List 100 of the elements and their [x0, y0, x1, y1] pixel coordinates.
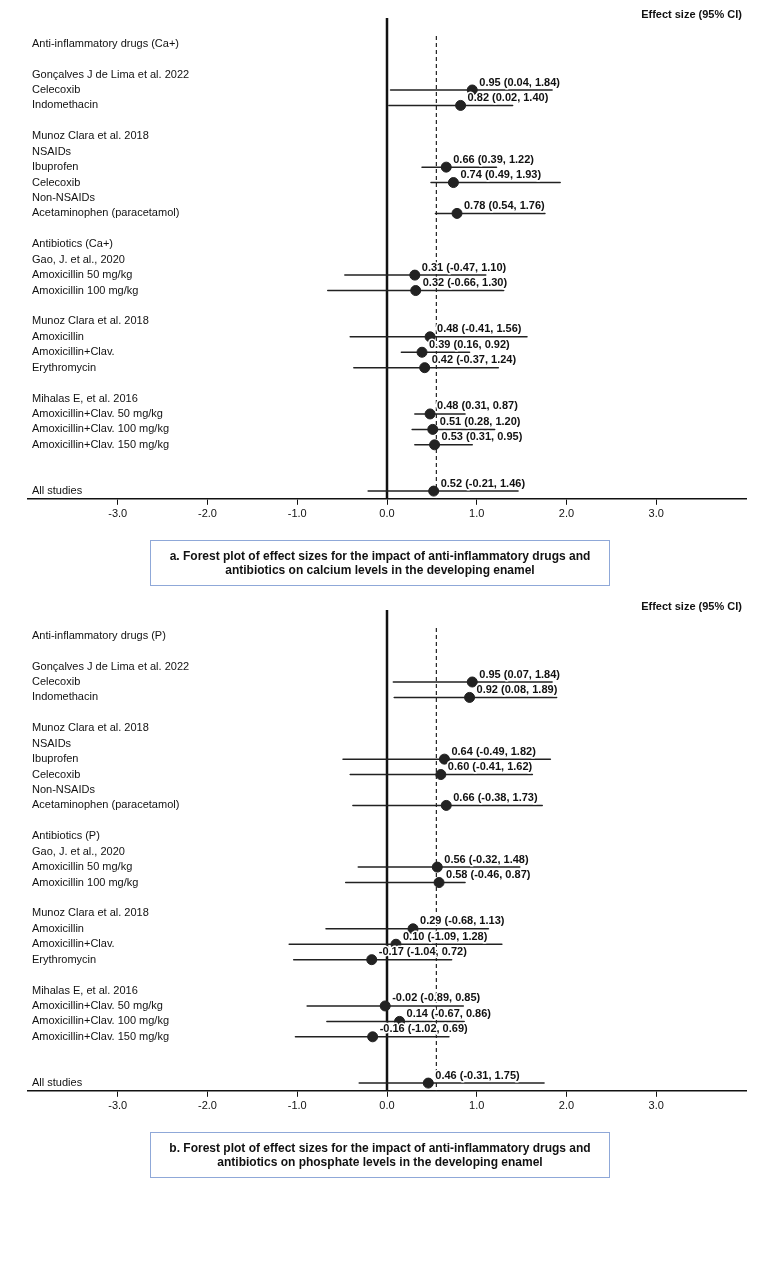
y-tick-label: Munoz Clara et al. 2018 — [32, 314, 149, 327]
y-tick-label: Anti-inflammatory drugs (Ca+) — [32, 36, 180, 49]
point — [447, 177, 459, 189]
data-label: 0.46 (-0.31, 1.75) — [435, 1068, 521, 1081]
y-tick-label: Non-NSAIDs — [32, 191, 96, 204]
y-tick-label: Amoxicillin+Clav. 50 mg/kg — [32, 406, 163, 419]
y-tick-label: Celecoxib — [32, 83, 81, 96]
data-label: 0.95 (0.04, 1.84) — [479, 75, 561, 88]
data-label: 0.56 (-0.32, 1.48) — [444, 852, 529, 865]
y-tick-label: Ibuprofen — [32, 160, 79, 173]
x-tick-label: 0.0 — [379, 1099, 395, 1112]
point — [416, 346, 428, 358]
x-tick-label: 2.0 — [558, 507, 575, 520]
point — [367, 1031, 379, 1043]
y-tick-label: Erythromycin — [32, 952, 97, 965]
y-tick-label: Celecoxib — [32, 675, 81, 688]
y-tick-label: Amoxicillin+Clav. — [32, 937, 115, 950]
x-tick-label: 1.0 — [469, 1099, 485, 1112]
point — [435, 769, 447, 781]
y-tick-label: Amoxicillin — [32, 329, 84, 342]
y-tick-label: Amoxicillin+Clav. 150 mg/kg — [32, 1029, 170, 1042]
data-label: 0.92 (0.08, 1.89) — [476, 682, 558, 695]
data-label: 0.64 (-0.49, 1.82) — [451, 744, 537, 757]
y-tick-label: Amoxicillin+Clav. — [32, 345, 115, 358]
y-tick-label: Gao, J. et al., 2020 — [32, 844, 125, 857]
point — [409, 269, 421, 281]
y-tick-label: Gao, J. et al., 2020 — [32, 252, 125, 265]
x-tick-label: 3.0 — [648, 507, 664, 520]
x-tick-label: 1.0 — [469, 507, 485, 520]
y-tick-label: Celecoxib — [32, 175, 81, 188]
data-label: 0.39 (0.16, 0.92) — [429, 337, 511, 350]
y-tick-label: NSAIDs — [32, 144, 72, 157]
point — [440, 799, 452, 811]
y-tick-label: Indomethacin — [32, 690, 99, 703]
point — [422, 1077, 434, 1089]
data-label: 0.42 (-0.37, 1.24) — [431, 353, 517, 366]
y-tick-label: NSAIDs — [32, 736, 72, 749]
x-tick-label: 2.0 — [558, 1099, 575, 1112]
data-label: -0.02 (-0.89, 0.85) — [392, 991, 481, 1004]
y-tick-label: Munoz Clara et al. 2018 — [32, 721, 149, 734]
data-label: 0.78 (0.54, 1.76) — [464, 198, 546, 211]
y-tick-label: Amoxicillin+Clav. 100 mg/kg — [32, 1014, 170, 1027]
y-tick-label: Antibiotics (P) — [32, 829, 100, 842]
y-tick-label: Acetaminophen (paracetamol) — [32, 798, 180, 811]
x-tick-label: -2.0 — [198, 507, 217, 520]
data-label: 0.95 (0.07, 1.84) — [479, 667, 561, 680]
data-label: 0.60 (-0.41, 1.62) — [447, 760, 533, 773]
y-tick-label: Amoxicillin 50 mg/kg — [32, 268, 133, 281]
x-tick-label: -1.0 — [287, 1099, 307, 1112]
text: b. Forest plot of effect sizes for the impact of anti-inflammatory drugs and antibiotics on phosphate levels in the developing enamel — [150, 1132, 610, 1178]
data-label: 0.52 (-0.21, 1.46) — [440, 476, 526, 489]
y-tick-label: Amoxicillin 100 mg/kg — [32, 283, 139, 296]
y-tick-label: Gonçalves J de Lima et al. 2022 — [32, 659, 190, 672]
data-label: 0.82 (0.02, 1.40) — [467, 90, 549, 103]
data-label: 0.51 (0.28, 1.20) — [439, 414, 521, 427]
y-tick-label: Antibiotics (Ca+) — [32, 237, 114, 250]
point — [451, 207, 463, 219]
point — [455, 99, 467, 111]
point — [433, 877, 445, 889]
y-tick-label: Amoxicillin+Clav. 50 mg/kg — [32, 998, 163, 1011]
y-tick-label: Ibuprofen — [32, 752, 79, 765]
y-tick-label: Mihalas E, et al. 2016 — [32, 983, 138, 996]
text: a. Forest plot of effect sizes for the impact of anti-inflammatory drugs and antibiotics on calcium levels in the developing enamel — [150, 540, 610, 586]
text: Effect size (95% CI) — [641, 7, 743, 20]
point — [431, 861, 443, 873]
y-tick-label: Acetaminophen (paracetamol) — [32, 206, 180, 219]
y-tick-label: Amoxicillin+Clav. 150 mg/kg — [32, 437, 170, 450]
point — [427, 423, 439, 435]
data-label: 0.32 (-0.66, 1.30) — [422, 276, 508, 289]
y-tick-label: Indomethacin — [32, 98, 99, 111]
y-tick-label: Non-NSAIDs — [32, 783, 96, 796]
point — [379, 1000, 391, 1012]
point — [440, 161, 452, 173]
x-tick-label: -3.0 — [108, 1099, 128, 1112]
data-label: 0.10 (-1.09, 1.28) — [402, 929, 488, 942]
y-tick-label: Anti-inflammatory drugs (P) — [32, 628, 166, 641]
y-tick-label: Amoxicillin — [32, 921, 84, 934]
point — [464, 691, 476, 703]
point — [419, 362, 431, 374]
data-label: 0.48 (0.31, 0.87) — [437, 399, 519, 412]
data-label: 0.66 (0.39, 1.22) — [453, 152, 535, 165]
point — [366, 954, 378, 966]
point — [428, 485, 440, 497]
y-tick-label: Amoxicillin+Clav. 100 mg/kg — [32, 422, 170, 435]
y-tick-label: All studies — [32, 484, 83, 497]
y-tick-label: Munoz Clara et al. 2018 — [32, 906, 149, 919]
data-label: 0.53 (0.31, 0.95) — [441, 430, 523, 443]
point — [438, 753, 450, 765]
y-tick-label: Amoxicillin 100 mg/kg — [32, 875, 139, 888]
data-label: 0.74 (0.49, 1.93) — [460, 168, 542, 181]
y-tick-label: Mihalas E, et al. 2016 — [32, 391, 138, 404]
data-label: 0.58 (-0.46, 0.87) — [446, 868, 531, 881]
x-tick-label: -3.0 — [108, 507, 128, 520]
text: Effect size (95% CI) — [641, 599, 743, 612]
point — [410, 285, 422, 297]
y-tick-label: Celecoxib — [32, 767, 81, 780]
data-label: 0.31 (-0.47, 1.10) — [421, 260, 507, 273]
x-tick-label: -1.0 — [287, 507, 307, 520]
point — [466, 676, 478, 688]
x-tick-label: -2.0 — [198, 1099, 217, 1112]
